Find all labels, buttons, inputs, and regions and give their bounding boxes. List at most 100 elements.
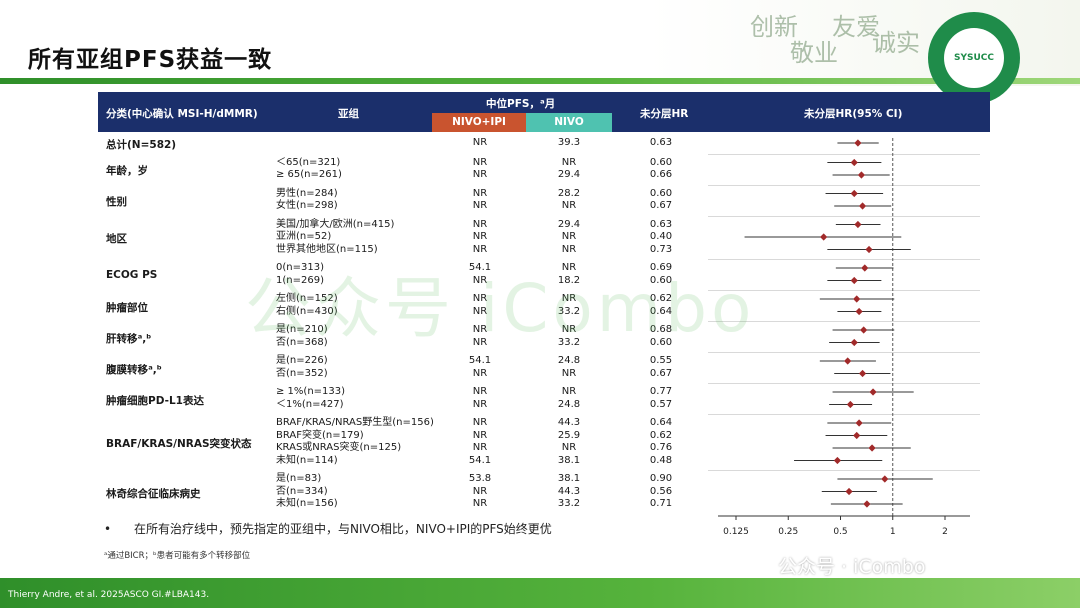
pfs-nivo: NR bbox=[561, 262, 577, 273]
hr-marker bbox=[853, 431, 861, 440]
hr-marker bbox=[820, 233, 828, 241]
group-label: ECOG PS bbox=[106, 268, 158, 281]
pfs-nivo-ipi: NR bbox=[472, 429, 488, 441]
pfs-nivo: 29.4 bbox=[557, 218, 581, 230]
subgroup-label: 左侧(n=152) bbox=[276, 293, 338, 304]
subgroup-label: ＜65(n=321) bbox=[276, 156, 341, 168]
hr-marker bbox=[865, 245, 873, 254]
pfs-nivo-ipi: NR bbox=[472, 274, 488, 286]
pfs-nivo-ipi: 54.1 bbox=[468, 262, 492, 273]
hr-value: 0.48 bbox=[649, 454, 673, 466]
arm-nivo-ipi: NIVO+IPI bbox=[432, 113, 526, 132]
subgroup-label: ＜1%(n=427) bbox=[276, 398, 344, 410]
hr-marker bbox=[863, 500, 871, 508]
subgroup-label: BRAF/KRAS/NRAS野生型(n=156) bbox=[276, 417, 434, 428]
pfs-nivo: NR bbox=[561, 293, 577, 304]
pfs-nivo: 44.3 bbox=[557, 417, 581, 428]
pfs-nivo-ipi: NR bbox=[472, 169, 488, 180]
subgroup-label: 是(n=83) bbox=[276, 473, 322, 484]
group-separator bbox=[708, 470, 980, 471]
pfs-nivo: 33.2 bbox=[557, 498, 581, 509]
group-label: 年龄，岁 bbox=[106, 165, 148, 177]
header-category: 分类(中心确认 MSI-H/dMMR) bbox=[106, 108, 258, 120]
x-tick-label: 0.25 bbox=[778, 527, 798, 534]
pfs-nivo: NR bbox=[561, 156, 577, 168]
pfs-nivo-ipi: NR bbox=[472, 218, 488, 230]
pfs-nivo: 18.2 bbox=[557, 274, 581, 286]
group-separator bbox=[708, 184, 980, 186]
subgroup-label: 世界其他地区(n=115) bbox=[276, 243, 378, 255]
group-label: 性别 bbox=[106, 196, 127, 208]
pfs-nivo-ipi: NR bbox=[472, 231, 488, 242]
hr-marker bbox=[861, 264, 869, 272]
hr-marker bbox=[844, 357, 852, 365]
subgroup-label: 是(n=226) bbox=[276, 355, 328, 366]
hr-value: 0.67 bbox=[649, 367, 673, 379]
header-band bbox=[0, 0, 1080, 86]
subgroup-label: ≥ 1%(n=133) bbox=[276, 386, 346, 397]
hr-marker bbox=[853, 295, 861, 303]
subgroup-label: 是(n=210) bbox=[276, 324, 328, 335]
pfs-nivo-ipi: NR bbox=[472, 367, 488, 379]
subgroup-label: 女性(n=298) bbox=[276, 200, 338, 211]
pfs-nivo-ipi: NR bbox=[472, 293, 488, 304]
hr-value: 0.63 bbox=[649, 218, 673, 230]
hr-marker bbox=[860, 326, 868, 334]
group-label: 肿瘤细胞PD-L1表达 bbox=[106, 394, 204, 407]
group-separator bbox=[708, 215, 980, 217]
hr-marker bbox=[850, 338, 858, 347]
hr-value: 0.40 bbox=[649, 231, 673, 242]
pfs-nivo: 33.2 bbox=[557, 305, 581, 317]
pfs-nivo-ipi: 54.1 bbox=[468, 454, 492, 466]
hr-marker bbox=[858, 369, 867, 378]
pfs-nivo: 38.1 bbox=[557, 473, 581, 484]
conclusion-bullet: • 在所有治疗线中，预先指定的亚组中，与NIVO相比，NIVO+IPI的PFS始… bbox=[104, 522, 552, 536]
footer-band bbox=[0, 578, 1080, 608]
subgroup-label: 男性(n=284) bbox=[276, 187, 338, 199]
hr-value: 0.57 bbox=[649, 398, 673, 410]
x-tick-label: 1 bbox=[890, 527, 896, 534]
hospital-logo: SYSUCC bbox=[928, 12, 1020, 104]
hr-marker bbox=[850, 189, 858, 198]
subgroup-label: 否(n=334) bbox=[276, 485, 328, 497]
hr-value: 0.63 bbox=[649, 137, 673, 148]
pfs-nivo-ipi: NR bbox=[472, 200, 488, 211]
arm-nivo: NIVO bbox=[526, 113, 612, 132]
hr-value: 0.62 bbox=[649, 293, 673, 304]
hr-value: 0.73 bbox=[649, 243, 673, 255]
hr-value: 0.68 bbox=[649, 324, 673, 335]
pfs-nivo: 24.8 bbox=[557, 355, 581, 366]
hr-marker bbox=[868, 444, 876, 452]
group-separator bbox=[708, 352, 980, 353]
hr-value: 0.62 bbox=[649, 429, 673, 441]
pfs-nivo: 33.2 bbox=[557, 336, 581, 348]
pfs-nivo: 38.1 bbox=[557, 454, 581, 466]
hr-value: 0.60 bbox=[649, 336, 673, 348]
pfs-nivo: NR bbox=[561, 200, 577, 211]
pfs-nivo-ipi: NR bbox=[472, 485, 488, 497]
pfs-nivo: NR bbox=[561, 231, 577, 242]
x-tick-label: 0.5 bbox=[833, 527, 847, 534]
subgroup-label: ≥ 65(n=261) bbox=[276, 169, 342, 180]
subgroup-label: 美国/加拿大/欧洲(n=415) bbox=[276, 218, 395, 230]
hr-value: 0.67 bbox=[649, 200, 673, 211]
calligraphy-1: 创新 bbox=[750, 13, 798, 41]
header-hr: 未分层HR bbox=[640, 108, 689, 120]
subgroup-label: 亚洲(n=52) bbox=[276, 231, 332, 242]
pfs-nivo: 44.3 bbox=[557, 485, 581, 497]
pfs-nivo: 25.9 bbox=[557, 429, 581, 441]
group-separator bbox=[708, 414, 980, 415]
hr-marker bbox=[869, 388, 877, 396]
footnote: ᵃ通过BICR；ᵇ患者可能有多个转移部位 bbox=[104, 551, 251, 561]
subgroup-label: 未知(n=114) bbox=[276, 454, 338, 466]
pfs-nivo-ipi: NR bbox=[472, 398, 488, 410]
subgroup-label: KRAS或NRAS突变(n=125) bbox=[276, 442, 402, 453]
pfs-nivo: 24.8 bbox=[557, 398, 581, 410]
title-underline bbox=[0, 78, 1080, 84]
hr-value: 0.56 bbox=[649, 485, 673, 497]
pfs-nivo-ipi: NR bbox=[472, 442, 488, 453]
hr-value: 0.66 bbox=[649, 169, 673, 180]
group-separator bbox=[708, 290, 980, 291]
hr-marker bbox=[855, 307, 863, 316]
